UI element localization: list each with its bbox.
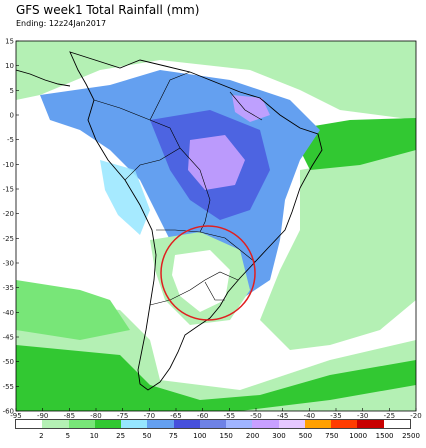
latitude-label: 5 <box>10 87 14 95</box>
longitude-label: -40 <box>304 412 315 420</box>
map-frame <box>15 40 417 412</box>
legend-label: 75 <box>168 432 178 440</box>
legend-swatch <box>42 420 69 428</box>
rainfall-field <box>16 41 416 411</box>
highlight-ellipse <box>160 225 256 321</box>
rain-band-atlantic <box>260 150 416 350</box>
legend-label: 750 <box>325 432 339 440</box>
rain-band-east-green <box>290 118 416 170</box>
rain-band-pacific-south <box>16 280 130 340</box>
legend-label: 1000 <box>349 432 368 440</box>
latitude-label: -5 <box>7 136 14 144</box>
rain-argentina-white <box>172 250 230 312</box>
latitude-label: 15 <box>5 38 14 46</box>
legend-swatch <box>16 420 43 428</box>
rain-core-extreme-2 <box>232 95 270 122</box>
longitude-label: -85 <box>64 412 75 420</box>
legend-swatch <box>147 420 174 428</box>
legend-label: 300 <box>272 432 286 440</box>
map-subtitle: Ending: 12z24Jan2017 <box>16 19 107 28</box>
legend-label: 25 <box>116 432 126 440</box>
latitude-label: -60 <box>3 408 14 416</box>
latitude-label: -15 <box>3 186 14 194</box>
central-america-coastline <box>16 69 71 87</box>
longitude-label: -50 <box>250 412 261 420</box>
rain-band-south-green <box>16 345 416 411</box>
latitude-label: 0 <box>10 112 14 120</box>
latitude-label: -55 <box>3 383 14 391</box>
legend-swatch <box>226 420 253 428</box>
legend-label: 100 <box>193 432 207 440</box>
longitude-label: -35 <box>330 412 341 420</box>
legend-label: 2500 <box>402 432 420 440</box>
legend-swatch <box>68 420 95 428</box>
legend-swatch <box>331 420 358 428</box>
latitude-label: -25 <box>3 235 14 243</box>
legend-swatch <box>252 420 279 428</box>
legend-swatch <box>278 420 305 428</box>
border-line <box>156 229 201 233</box>
longitude-label: -55 <box>224 412 235 420</box>
legend-label: 50 <box>142 432 152 440</box>
legend-label: 150 <box>219 432 233 440</box>
legend-color-bar <box>15 419 411 429</box>
legend-swatch <box>383 420 410 428</box>
border-line <box>149 271 239 306</box>
legend-label: 5 <box>65 432 71 440</box>
latitude-label: -35 <box>3 284 14 292</box>
longitude-label: -45 <box>277 412 288 420</box>
rain-band-pacific-north <box>16 41 416 120</box>
border-line <box>149 71 191 121</box>
latitude-label: 10 <box>5 62 14 70</box>
legend-swatch <box>94 420 122 428</box>
south-america-coastline <box>69 51 323 391</box>
legend-label: 1500 <box>375 432 394 440</box>
legend-swatch <box>357 420 384 428</box>
longitude-label: -20 <box>410 412 421 420</box>
rain-core-cyan <box>100 160 150 235</box>
latitude-label: -30 <box>3 260 14 268</box>
longitude-label: -95 <box>10 412 21 420</box>
border-line <box>199 231 256 263</box>
latitude-label: -20 <box>3 210 14 218</box>
longitude-label: -65 <box>170 412 181 420</box>
legend-label: 2 <box>39 432 44 440</box>
legend-label: 200 <box>245 432 260 440</box>
legend-swatch <box>304 420 332 428</box>
longitude-axis: -95 -90 -85 -80 -75 -70 -65 -60 -55 -50 -45 -40 -35 -… <box>10 408 422 420</box>
legend-swatch <box>121 420 148 428</box>
latitude-label: -40 <box>3 309 14 317</box>
border-line <box>179 147 211 233</box>
legend-labels: 2 5 10 25 50 75 100 150 200 300 500 750 1000 1500 2500 <box>15 432 420 444</box>
border-line <box>204 281 225 301</box>
map-title: GFS week1 Total Rainfall (mm) <box>16 3 200 17</box>
longitude-label: -90 <box>37 412 48 420</box>
longitude-label: -70 <box>144 412 155 420</box>
rainfall-legend: 2 5 10 25 50 75 100 150 200 300 500 750 1000 1500 2500 <box>15 419 420 445</box>
longitude-label: -75 <box>117 412 128 420</box>
longitude-label: -60 <box>197 412 208 420</box>
legend-swatch <box>173 420 200 428</box>
longitude-label: -25 <box>384 412 395 420</box>
latitude-label: -45 <box>3 334 14 342</box>
legend-label: 10 <box>89 432 99 440</box>
legend-label: 500 <box>298 432 313 440</box>
border-line <box>229 91 263 121</box>
longitude-label: -30 <box>357 412 368 420</box>
latitude-axis: 15 10 5 0 -5 -10 -15 -20 -25 -30 -35 -40 -45 -50 -55 -6… <box>3 38 19 416</box>
longitude-label: -80 <box>90 412 101 420</box>
border-line <box>93 99 181 181</box>
latitude-label: -50 <box>3 358 14 366</box>
latitude-label: -10 <box>3 161 14 169</box>
country-borders <box>93 71 263 306</box>
legend-swatch <box>199 420 227 428</box>
